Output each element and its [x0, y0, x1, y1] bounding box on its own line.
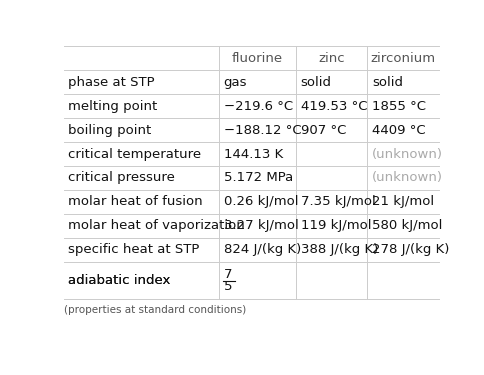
Text: 7.35 kJ/mol: 7.35 kJ/mol	[301, 195, 375, 208]
Text: adiabatic index: adiabatic index	[68, 274, 171, 287]
Text: 824 J/(kg K): 824 J/(kg K)	[224, 243, 301, 256]
Text: phase at STP: phase at STP	[68, 76, 155, 88]
Text: 5.172 MPa: 5.172 MPa	[224, 171, 293, 184]
Text: molar heat of vaporization: molar heat of vaporization	[68, 219, 245, 232]
Text: 4409 °C: 4409 °C	[372, 123, 425, 136]
Text: 7: 7	[224, 268, 232, 281]
Text: −188.12 °C: −188.12 °C	[224, 123, 302, 136]
Text: 5: 5	[224, 280, 232, 294]
Text: zirconium: zirconium	[370, 52, 436, 65]
Text: critical temperature: critical temperature	[68, 147, 201, 160]
Text: 419.53 °C: 419.53 °C	[301, 100, 367, 112]
Text: fluorine: fluorine	[232, 52, 283, 65]
Text: gas: gas	[224, 76, 247, 88]
Text: 21 kJ/mol: 21 kJ/mol	[372, 195, 434, 208]
Text: specific heat at STP: specific heat at STP	[68, 243, 200, 256]
Text: solid: solid	[301, 76, 332, 88]
Text: 388 J/(kg K): 388 J/(kg K)	[301, 243, 378, 256]
Text: zinc: zinc	[318, 52, 345, 65]
Text: 0.26 kJ/mol: 0.26 kJ/mol	[224, 195, 298, 208]
Text: adiabatic index: adiabatic index	[68, 274, 171, 287]
Text: −219.6 °C: −219.6 °C	[224, 100, 293, 112]
Text: melting point: melting point	[68, 100, 158, 112]
Text: 907 °C: 907 °C	[301, 123, 346, 136]
Text: 580 kJ/mol: 580 kJ/mol	[372, 219, 442, 232]
Text: 144.13 K: 144.13 K	[224, 147, 283, 160]
Text: 119 kJ/mol: 119 kJ/mol	[301, 219, 371, 232]
Text: 1855 °C: 1855 °C	[372, 100, 426, 112]
Text: critical pressure: critical pressure	[68, 171, 175, 184]
Text: (unknown): (unknown)	[372, 147, 443, 160]
Text: (properties at standard conditions): (properties at standard conditions)	[63, 304, 246, 315]
Text: molar heat of fusion: molar heat of fusion	[68, 195, 203, 208]
Text: solid: solid	[372, 76, 403, 88]
Text: boiling point: boiling point	[68, 123, 151, 136]
Text: (unknown): (unknown)	[372, 171, 443, 184]
Text: 278 J/(kg K): 278 J/(kg K)	[372, 243, 449, 256]
Text: 3.27 kJ/mol: 3.27 kJ/mol	[224, 219, 299, 232]
